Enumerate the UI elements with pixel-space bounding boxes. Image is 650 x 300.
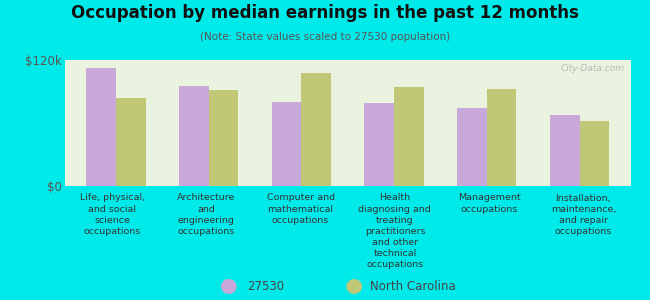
Bar bbox=[487, 89, 517, 186]
Text: Management
occupations: Management occupations bbox=[458, 194, 521, 214]
Bar bbox=[365, 103, 394, 186]
Bar bbox=[550, 115, 580, 186]
Text: (Note: State values scaled to 27530 population): (Note: State values scaled to 27530 popu… bbox=[200, 32, 450, 41]
Bar bbox=[179, 86, 209, 186]
Bar bbox=[457, 108, 487, 186]
Bar bbox=[116, 98, 146, 186]
Text: Architecture
and
engineering
occupations: Architecture and engineering occupations bbox=[177, 194, 235, 236]
Text: 27530: 27530 bbox=[247, 280, 284, 293]
Text: Health
diagnosing and
treating
practitioners
and other
technical
occupations: Health diagnosing and treating practitio… bbox=[359, 194, 431, 269]
Text: Computer and
mathematical
occupations: Computer and mathematical occupations bbox=[266, 194, 335, 225]
Bar bbox=[86, 68, 116, 186]
Text: Life, physical,
and social
science
occupations: Life, physical, and social science occup… bbox=[79, 194, 145, 236]
Bar bbox=[580, 121, 609, 186]
Text: Installation,
maintenance,
and repair
occupations: Installation, maintenance, and repair oc… bbox=[551, 194, 616, 236]
Text: City-Data.com: City-Data.com bbox=[561, 64, 625, 73]
Bar bbox=[302, 73, 331, 186]
Bar bbox=[394, 87, 424, 186]
Bar bbox=[272, 102, 302, 186]
Text: Occupation by median earnings in the past 12 months: Occupation by median earnings in the pas… bbox=[71, 4, 579, 22]
Text: North Carolina: North Carolina bbox=[370, 280, 456, 293]
Bar bbox=[209, 90, 239, 186]
